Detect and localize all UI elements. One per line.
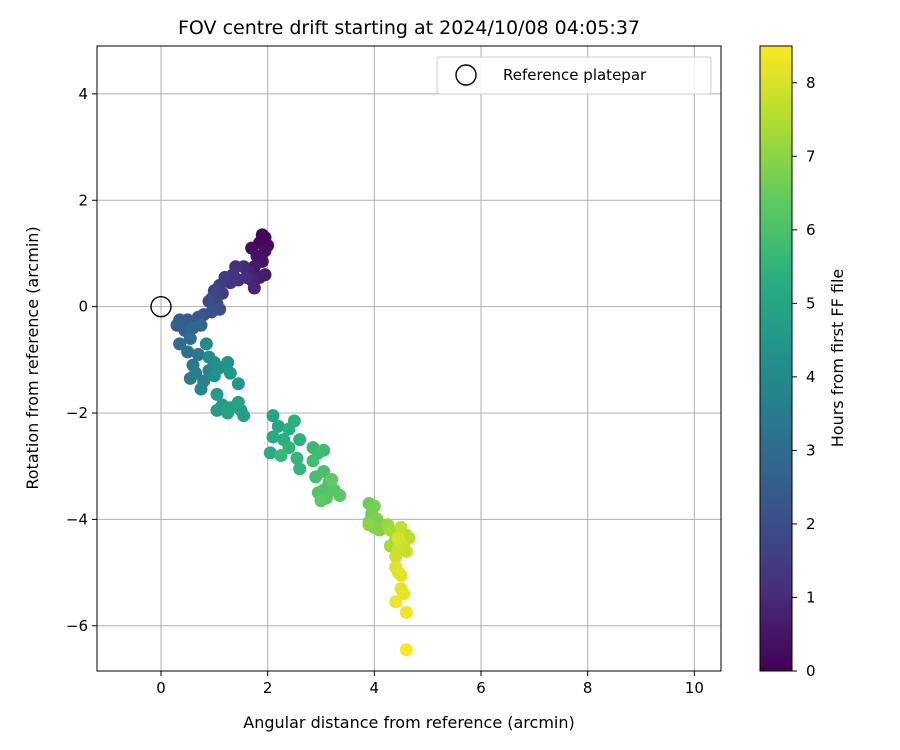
reference-platepar-marker xyxy=(150,295,172,318)
plot-frame xyxy=(96,45,722,672)
colorbar-ticks: 0 1 2 3 4 5 6 7 8 xyxy=(792,74,816,680)
data-point xyxy=(194,318,208,332)
colorbar-tick-label: 2 xyxy=(806,515,816,533)
colorbar-tick-label: 8 xyxy=(806,74,816,92)
data-point xyxy=(282,441,296,455)
x-tick-label: 6 xyxy=(476,679,486,697)
data-point xyxy=(199,337,213,351)
data-point xyxy=(293,462,307,476)
x-tick-label: 0 xyxy=(156,679,166,697)
data-point xyxy=(314,494,328,508)
x-tick-label: 4 xyxy=(370,679,380,697)
x-axis-ticks: 0 2 4 6 8 10 xyxy=(156,671,704,697)
colorbar-tick-label: 7 xyxy=(806,147,816,165)
data-point xyxy=(317,443,331,457)
y-axis-label: Rotation from reference (arcmin) xyxy=(23,226,42,489)
y-tick-label: −4 xyxy=(66,510,88,528)
data-point xyxy=(306,454,320,468)
y-tick-label: 0 xyxy=(78,298,88,316)
legend-marker-icon xyxy=(455,64,477,86)
data-point xyxy=(333,488,347,502)
data-point xyxy=(362,518,376,532)
data-point xyxy=(263,446,277,460)
grid-lines xyxy=(97,46,721,671)
data-point xyxy=(266,430,280,444)
y-tick-label: −2 xyxy=(66,404,88,422)
legend: Reference platepar xyxy=(436,56,712,95)
data-point xyxy=(191,348,205,362)
x-axis-label: Angular distance from reference (arcmin) xyxy=(243,713,574,732)
colorbar-tick-label: 1 xyxy=(806,588,816,606)
data-point xyxy=(399,643,413,657)
y-tick-label: 2 xyxy=(78,191,88,209)
y-tick-label: 4 xyxy=(78,85,88,103)
data-point xyxy=(223,366,237,380)
data-point xyxy=(181,345,195,359)
data-point xyxy=(247,281,261,295)
legend-box xyxy=(436,56,712,95)
data-point xyxy=(394,568,408,582)
colorbar-tick-label: 5 xyxy=(806,294,816,312)
data-point xyxy=(202,294,216,308)
data-point xyxy=(389,595,403,609)
data-point xyxy=(394,520,408,534)
y-axis-ticks: −6 −4 −2 0 2 4 xyxy=(66,85,97,635)
colorbar-tick-label: 6 xyxy=(806,221,816,239)
colorbar-tick-label: 0 xyxy=(806,662,816,680)
scatter-points xyxy=(170,228,416,657)
colorbar-label: Hours from first FF file xyxy=(828,269,847,448)
data-point xyxy=(194,382,208,396)
chart-title: FOV centre drift starting at 2024/10/08 … xyxy=(178,17,640,39)
data-point xyxy=(231,377,245,391)
data-point xyxy=(189,366,203,380)
data-point xyxy=(183,332,197,346)
data-point xyxy=(237,409,251,423)
colorbar xyxy=(759,45,793,672)
y-tick-label: −6 xyxy=(66,617,88,635)
data-point xyxy=(173,337,187,351)
data-point xyxy=(210,403,224,417)
data-point xyxy=(293,433,307,447)
data-point xyxy=(221,355,235,369)
data-point xyxy=(266,409,280,423)
data-point xyxy=(325,473,339,487)
data-point xyxy=(317,465,331,479)
colorbar-tick-label: 4 xyxy=(806,368,816,386)
x-tick-label: 2 xyxy=(263,679,273,697)
data-point xyxy=(210,387,224,401)
legend-label: Reference platepar xyxy=(503,66,647,84)
data-point xyxy=(397,587,411,601)
data-point xyxy=(290,451,304,465)
data-point xyxy=(391,531,405,545)
x-tick-label: 8 xyxy=(583,679,593,697)
x-tick-label: 10 xyxy=(685,679,704,697)
data-point xyxy=(231,395,245,409)
data-point xyxy=(271,419,285,433)
data-point xyxy=(389,550,403,564)
colorbar-tick-label: 3 xyxy=(806,441,816,459)
data-point xyxy=(287,414,301,428)
data-point xyxy=(399,605,413,619)
data-point xyxy=(274,449,288,463)
data-point xyxy=(221,406,235,420)
